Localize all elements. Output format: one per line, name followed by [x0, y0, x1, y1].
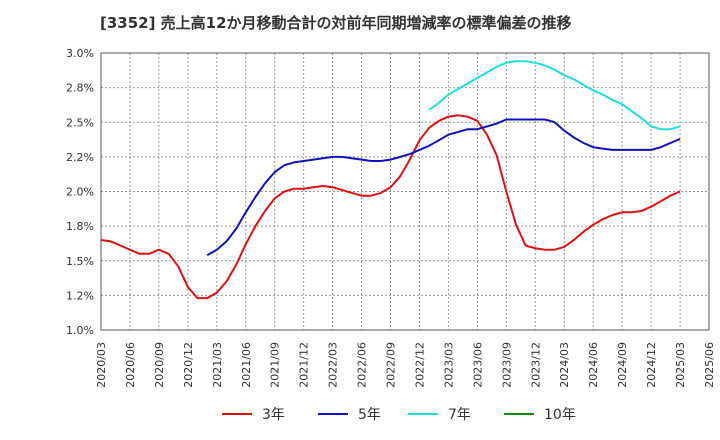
- legend-label: 7年: [448, 407, 471, 423]
- x-tick-label: 2024/12: [645, 342, 658, 388]
- x-tick-label: 2023/12: [529, 342, 542, 388]
- x-tick-label: 2023/06: [471, 342, 484, 388]
- y-tick-label: 2.5%: [66, 116, 94, 129]
- legend-label: 5年: [358, 407, 381, 423]
- x-tick-label: 2020/09: [153, 342, 166, 388]
- x-tick-label: 2020/12: [182, 342, 195, 388]
- x-tick-label: 2020/03: [95, 342, 108, 388]
- x-tick-label: 2022/06: [356, 342, 369, 388]
- x-tick-label: 2021/06: [240, 342, 253, 388]
- x-tick-label: 2025/03: [674, 342, 687, 388]
- x-tick-label: 2024/09: [616, 342, 629, 388]
- y-tick-label: 1.5%: [66, 255, 94, 268]
- x-tick-label: 2023/09: [500, 342, 513, 388]
- y-tick-label: 3.0%: [66, 47, 94, 60]
- y-tick-label: 1.0%: [66, 324, 94, 337]
- y-tick-label: 2.0%: [66, 186, 94, 199]
- y-tick-label: 2.8%: [66, 82, 94, 95]
- x-tick-label: 2022/03: [327, 342, 340, 388]
- x-tick-label: 2020/06: [124, 342, 137, 388]
- x-tick-label: 2021/12: [298, 342, 311, 388]
- x-tick-label: 2022/12: [413, 342, 426, 388]
- x-tick-label: 2022/09: [385, 342, 398, 388]
- legend-label: 3年: [262, 407, 285, 423]
- x-tick-label: 2021/03: [211, 342, 224, 388]
- y-tick-label: 1.8%: [66, 220, 94, 233]
- x-tick-label: 2021/09: [269, 342, 282, 388]
- series-line-5年: [206, 118, 681, 257]
- y-tick-label: 2.2%: [66, 151, 94, 164]
- y-tick-label: 1.2%: [66, 289, 94, 302]
- series-line-3年: [100, 114, 681, 300]
- x-tick-label: 2023/03: [442, 342, 455, 388]
- legend-label: 10年: [544, 407, 576, 423]
- x-tick-label: 2024/06: [587, 342, 600, 388]
- series-line-7年: [428, 60, 681, 131]
- chart-title: [3352] 売上高12か月移動合計の対前年同期増減率の標準偏差の推移: [100, 14, 572, 32]
- plot-border: [100, 52, 710, 331]
- x-tick-label: 2024/03: [558, 342, 571, 388]
- x-tick-label: 2025/06: [703, 342, 716, 388]
